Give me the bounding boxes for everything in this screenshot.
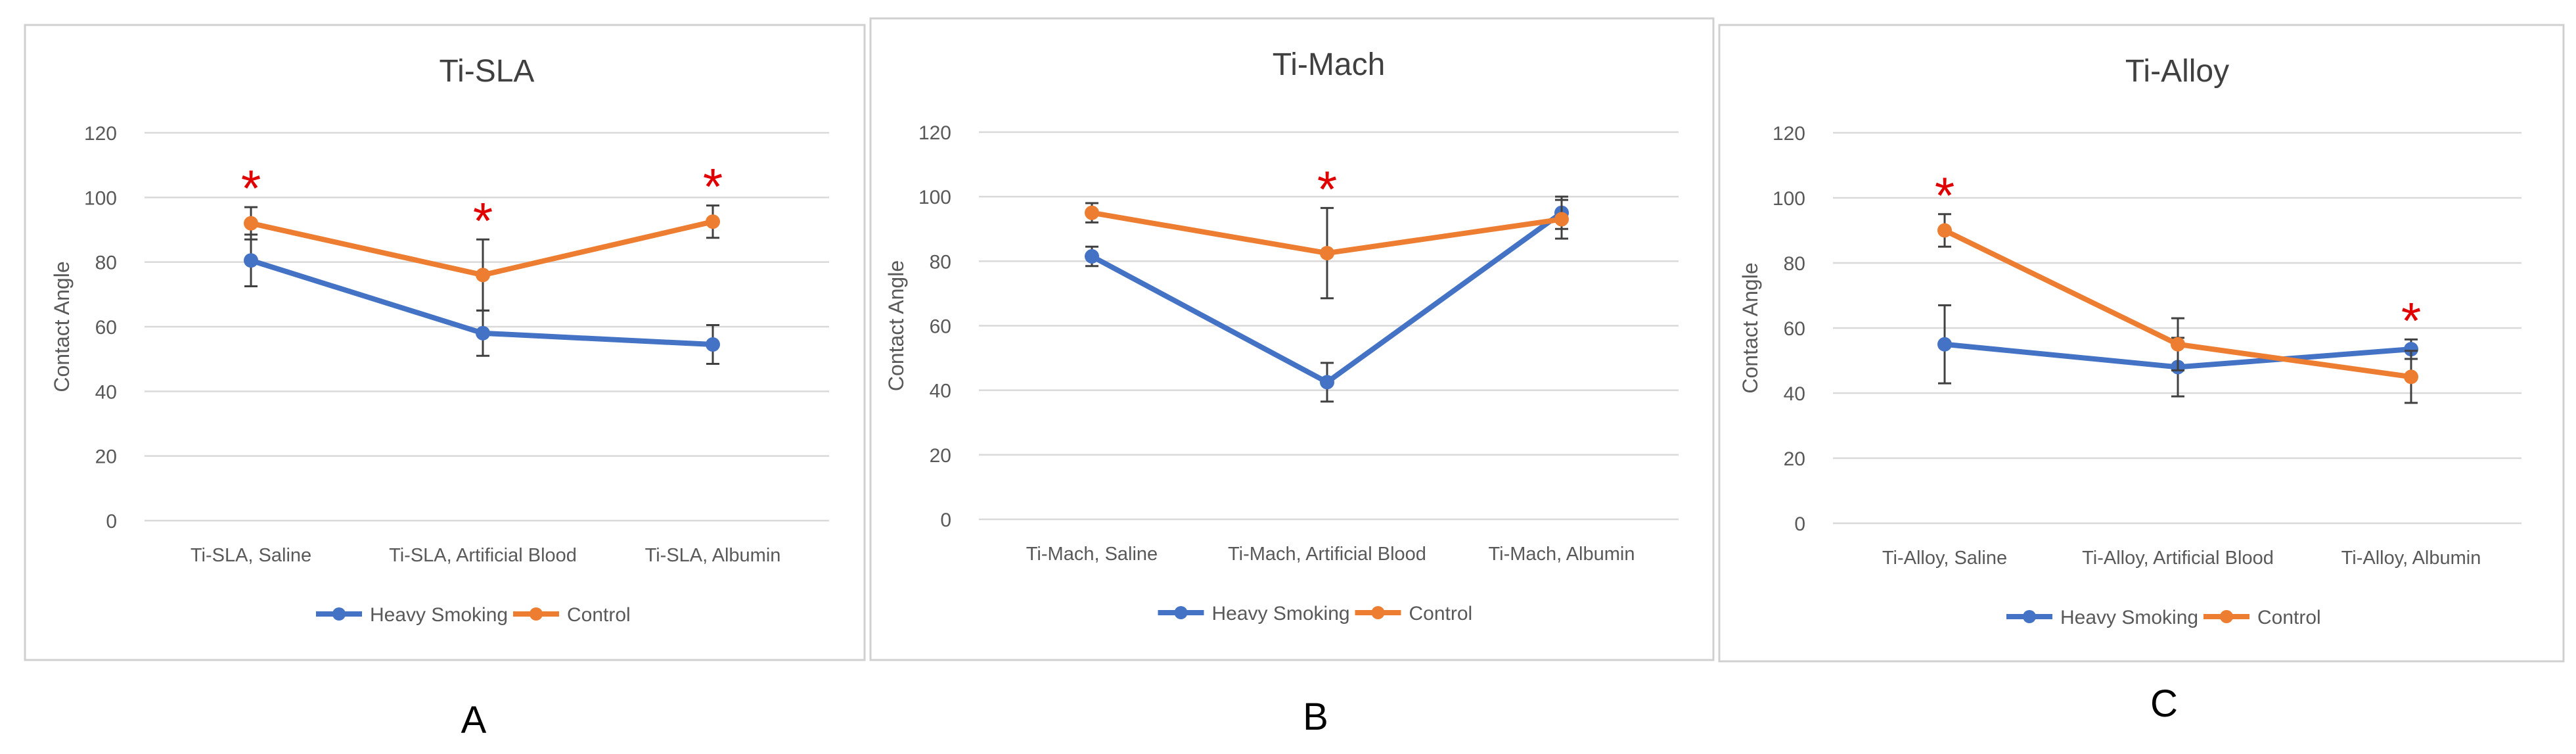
data-point xyxy=(2404,342,2418,357)
significance-star: * xyxy=(473,191,493,249)
data-point xyxy=(1085,205,1099,220)
legend-entry: Control xyxy=(2257,607,2321,628)
panel-label: A xyxy=(461,699,487,742)
data-point xyxy=(706,337,720,352)
x-tick-label: Ti-Mach, Albumin xyxy=(1489,544,1635,565)
chart-title: Ti-Alloy xyxy=(2125,54,2229,89)
chart-panel-2: Ti-Mach 0 20 40 60 80 100 120 Contact Angle Ti-Ma… xyxy=(869,17,1715,738)
y-tick-label: 40 xyxy=(930,381,951,402)
x-tick-label: Ti-Mach, Artificial Blood xyxy=(1228,544,1426,565)
chart-frame xyxy=(1718,24,2565,663)
y-axis-label: Contact Angle xyxy=(884,260,908,391)
legend-entry: Heavy Smoking xyxy=(1212,603,1350,624)
data-point xyxy=(1937,337,1952,352)
data-point xyxy=(244,216,258,231)
y-tick-label: 40 xyxy=(1784,383,1805,405)
x-tick-label: Ti-SLA, Albumin xyxy=(645,545,781,566)
legend-swatch-marker xyxy=(1174,606,1188,619)
y-tick-label: 0 xyxy=(1794,513,1805,535)
legend-entry: Heavy Smoking xyxy=(2060,607,2198,628)
legend-swatch-marker xyxy=(332,607,346,621)
panel-label: B xyxy=(1303,695,1328,738)
legend-entry: Heavy Smoking xyxy=(370,604,508,626)
legend-swatch-marker xyxy=(1371,606,1385,619)
y-tick-label: 80 xyxy=(1784,253,1805,275)
x-tick-label: Ti-Alloy, Saline xyxy=(1882,548,2007,569)
y-tick-label: 60 xyxy=(95,317,117,339)
x-tick-label: Ti-Alloy, Albumin xyxy=(2341,548,2481,569)
y-tick-label: 0 xyxy=(106,511,117,532)
data-point xyxy=(2171,337,2185,352)
data-point xyxy=(1320,246,1334,261)
x-tick-label: Ti-SLA, Saline xyxy=(191,545,311,566)
data-point xyxy=(2404,369,2418,385)
chart-title: Ti-Mach xyxy=(1273,47,1386,82)
x-tick-label: Ti-SLA, Artificial Blood xyxy=(389,545,577,566)
y-tick-label: 20 xyxy=(930,445,951,467)
chart-panel-1: Ti-SLA 0 20 40 60 80 100 120 Contact Angle Ti-SLA… xyxy=(24,24,866,742)
x-tick-label: Ti-Mach, Saline xyxy=(1026,544,1158,565)
data-point xyxy=(244,253,258,268)
chart-frame xyxy=(869,17,1715,661)
y-tick-label: 80 xyxy=(95,252,117,274)
significance-star: * xyxy=(241,159,261,217)
legend-swatch-marker xyxy=(530,607,543,621)
data-point xyxy=(1937,223,1952,238)
legend-entry: Control xyxy=(567,604,631,626)
data-point xyxy=(1554,212,1569,227)
y-tick-label: 120 xyxy=(84,123,117,145)
panel-label: C xyxy=(2150,682,2178,725)
significance-star: * xyxy=(1935,166,1955,224)
chart-panel-3: Ti-Alloy 0 20 40 60 80 100 120 Contact Angle Ti-A… xyxy=(1718,24,2565,725)
data-point xyxy=(1085,248,1099,264)
y-tick-label: 120 xyxy=(1773,123,1805,145)
y-tick-label: 100 xyxy=(918,187,951,208)
data-point xyxy=(476,268,490,283)
data-point xyxy=(476,325,490,341)
chart-title: Ti-SLA xyxy=(440,54,535,89)
x-tick-label: Ti-Alloy, Artificial Blood xyxy=(2082,548,2274,569)
data-point xyxy=(1320,375,1334,390)
y-tick-label: 20 xyxy=(1784,448,1805,470)
legend-swatch-marker xyxy=(2220,610,2233,623)
legend-swatch-marker xyxy=(2023,610,2036,623)
significance-star: * xyxy=(2401,291,2421,349)
y-tick-label: 120 xyxy=(918,122,951,144)
y-tick-label: 100 xyxy=(1773,188,1805,210)
y-axis-label: Contact Angle xyxy=(1738,262,1762,393)
legend-entry: Control xyxy=(1409,603,1473,624)
y-tick-label: 0 xyxy=(940,509,951,531)
y-tick-label: 20 xyxy=(95,446,117,468)
y-tick-label: 80 xyxy=(930,251,951,273)
y-tick-label: 100 xyxy=(84,187,117,209)
chart-frame xyxy=(24,24,866,661)
y-tick-label: 40 xyxy=(95,381,117,403)
y-tick-label: 60 xyxy=(930,316,951,338)
data-point xyxy=(706,214,720,229)
y-axis-label: Contact Angle xyxy=(50,261,74,392)
significance-star: * xyxy=(703,158,723,216)
significance-star: * xyxy=(1317,160,1337,218)
y-tick-label: 60 xyxy=(1784,318,1805,340)
